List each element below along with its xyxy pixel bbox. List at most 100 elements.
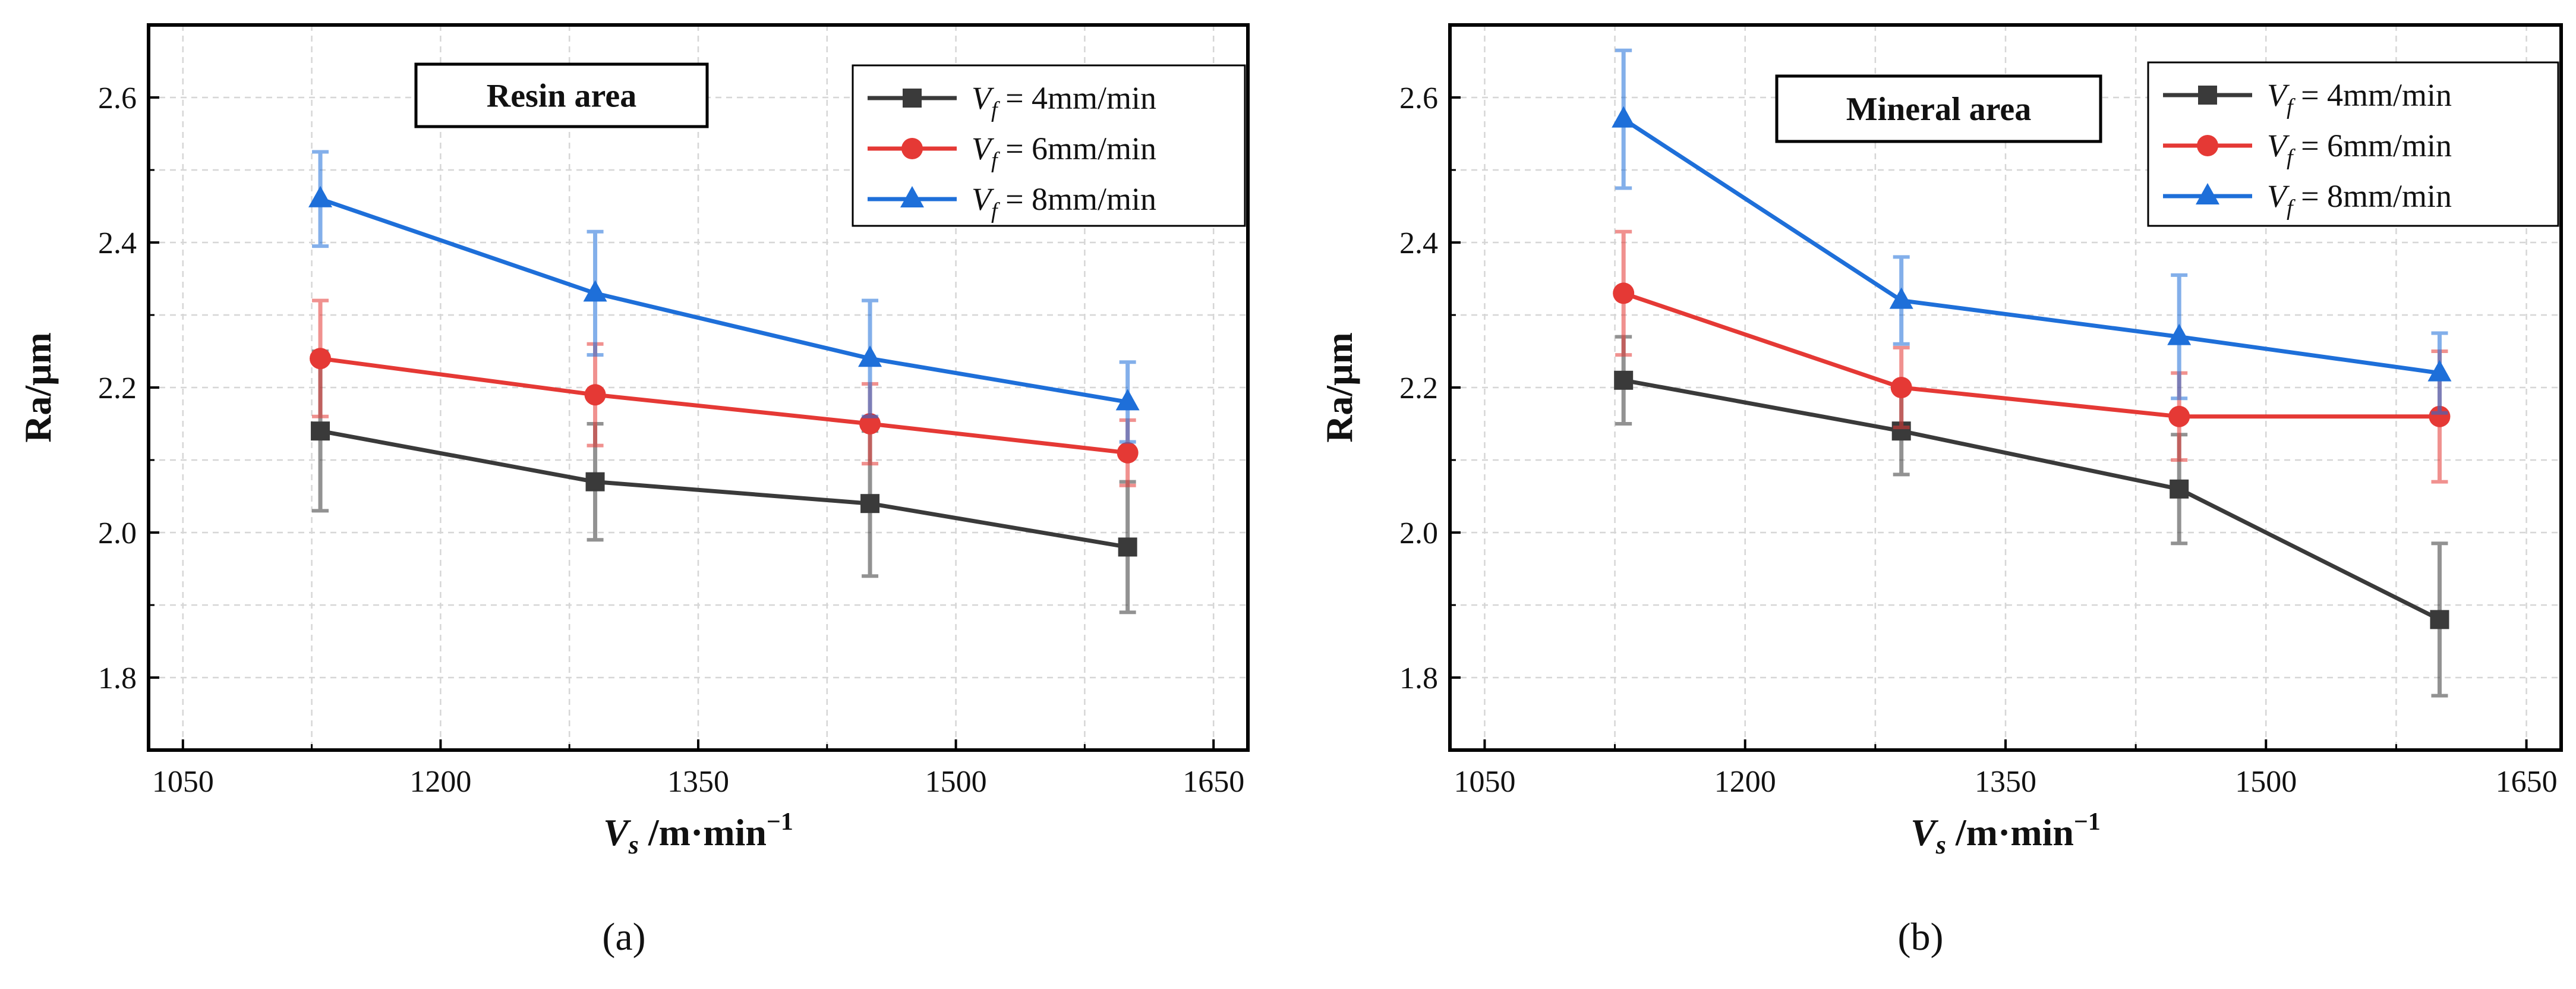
x-tick-label: 1200 [1714,765,1776,799]
legend-marker [901,138,923,159]
y-tick-label: 2.0 [1399,516,1438,550]
data-point [2427,360,2452,382]
x-title-subscript: s [628,830,639,859]
legend-label: Vf = 4mm/min [972,80,1156,122]
data-point [584,384,606,406]
annotation-box [1775,74,2102,143]
panel-label-text: (b) [1898,915,1944,959]
data-point [2430,610,2449,629]
legend-symbol: V [2267,178,2290,214]
y-tick-label: 2.6 [1399,81,1438,115]
x-tick-label: 1350 [667,765,729,799]
x-title-superscript: −1 [2074,808,2101,836]
x-title-symbol: V [1910,811,1939,853]
legend-value: = 6mm/min [2293,128,2452,163]
y-tick-label: 2.4 [1399,226,1438,260]
data-point [1612,106,1636,128]
legend-value: = 6mm/min [998,131,1156,166]
legend-label: Vf = 4mm/min [2267,77,2452,119]
legend-label: Vf = 8mm/min [2267,178,2452,221]
series-line [1623,378,2441,622]
legend-marker [2197,135,2218,156]
legend-value: = 8mm/min [998,181,1156,217]
x-tick-label: 1500 [2235,765,2297,799]
x-tick-label: 1200 [409,765,471,799]
series-line [320,356,1128,455]
y-tick-label: 2.0 [98,516,137,550]
legend-marker [903,89,922,108]
data-point [2168,405,2190,427]
data-point [1890,377,1912,398]
annotation-label: Mineral area [1846,91,2032,128]
data-point [858,345,882,367]
series-line [319,197,1128,404]
data-point [1889,287,1913,309]
data-point [585,472,605,492]
legend: Vf = 4mm/min Vf = 6mm/min Vf = 8mm/min [2147,61,2559,227]
legend-value: = 4mm/min [998,80,1156,116]
legend-marker [2198,86,2217,105]
series-vf-8 [308,150,1140,444]
data-point [583,280,607,302]
legend-value: = 4mm/min [2293,77,2452,113]
legend-symbol: V [2267,77,2290,113]
panel-label-text: (a) [602,915,645,959]
chart-panel-a: 1050 1200 1350 1500 1650 1.8 2.0 2.2 2.4 2.6 Ra/μm… [17,23,1250,959]
grid [1450,25,2561,750]
y-tick-label: 2.2 [1399,371,1438,405]
y-axis-title: Ra/μm [17,332,59,443]
legend-marker [2196,183,2219,204]
x-title-symbol: V [603,811,632,853]
panel-label: (b) [1898,915,1944,959]
series-vf-4 [311,349,1137,615]
y-tick-label: 2.2 [98,371,137,405]
x-axis-title: Vs /m·min−1 [603,808,793,859]
panel-label: (a) [602,915,645,959]
series-vf-4 [1614,335,2449,698]
legend-label: Vf = 6mm/min [2267,128,2452,170]
x-tick-label: 1050 [152,765,214,799]
data-point [1613,282,1635,304]
data-point [1614,370,1634,390]
annotation-box [414,62,709,128]
legend-symbol: V [972,80,995,116]
x-tick-label: 1650 [2496,765,2558,799]
data-point [2167,323,2192,345]
legend: Vf = 4mm/min Vf = 6mm/min Vf = 8mm/min [852,64,1246,227]
data-point [1115,389,1140,411]
grid [149,25,1248,750]
legend-marker [900,186,924,207]
y-tick-label: 1.8 [1399,662,1438,695]
x-title-superscript: −1 [767,808,793,836]
data-point [311,421,330,441]
data-point [1118,537,1137,557]
legend-symbol: V [972,131,995,166]
x-axis-title: Vs /m·min−1 [1910,808,2101,859]
x-tick-label: 1050 [1453,765,1515,799]
data-point [310,348,332,370]
series-vf-8 [1612,48,2452,415]
series-vf-6 [310,298,1139,487]
legend-label: Vf = 6mm/min [972,131,1156,173]
series-line [1623,291,2440,419]
data-point [860,494,880,514]
x-tick-label: 1500 [925,765,987,799]
legend-symbol: V [2267,128,2290,163]
annotation-label: Resin area [487,78,637,115]
legend-symbol: V [972,181,995,217]
x-tick-label: 1650 [1183,765,1244,799]
y-tick-label: 2.6 [98,81,137,115]
y-axis-title: Ra/μm [1318,332,1360,443]
series-line [320,429,1128,549]
x-title-unit: /m·min [1946,811,2074,853]
data-point [859,413,881,434]
data-point [308,185,333,207]
chart-panel-b: 1050 1200 1350 1500 1650 1.8 2.0 2.2 2.4 2.6 Ra/μm… [1318,23,2563,959]
data-point [1117,442,1139,464]
legend-label: Vf = 8mm/min [972,181,1156,223]
legend-value: = 8mm/min [2293,178,2452,214]
y-tick-label: 1.8 [98,662,137,695]
x-title-subscript: s [1935,830,1946,859]
